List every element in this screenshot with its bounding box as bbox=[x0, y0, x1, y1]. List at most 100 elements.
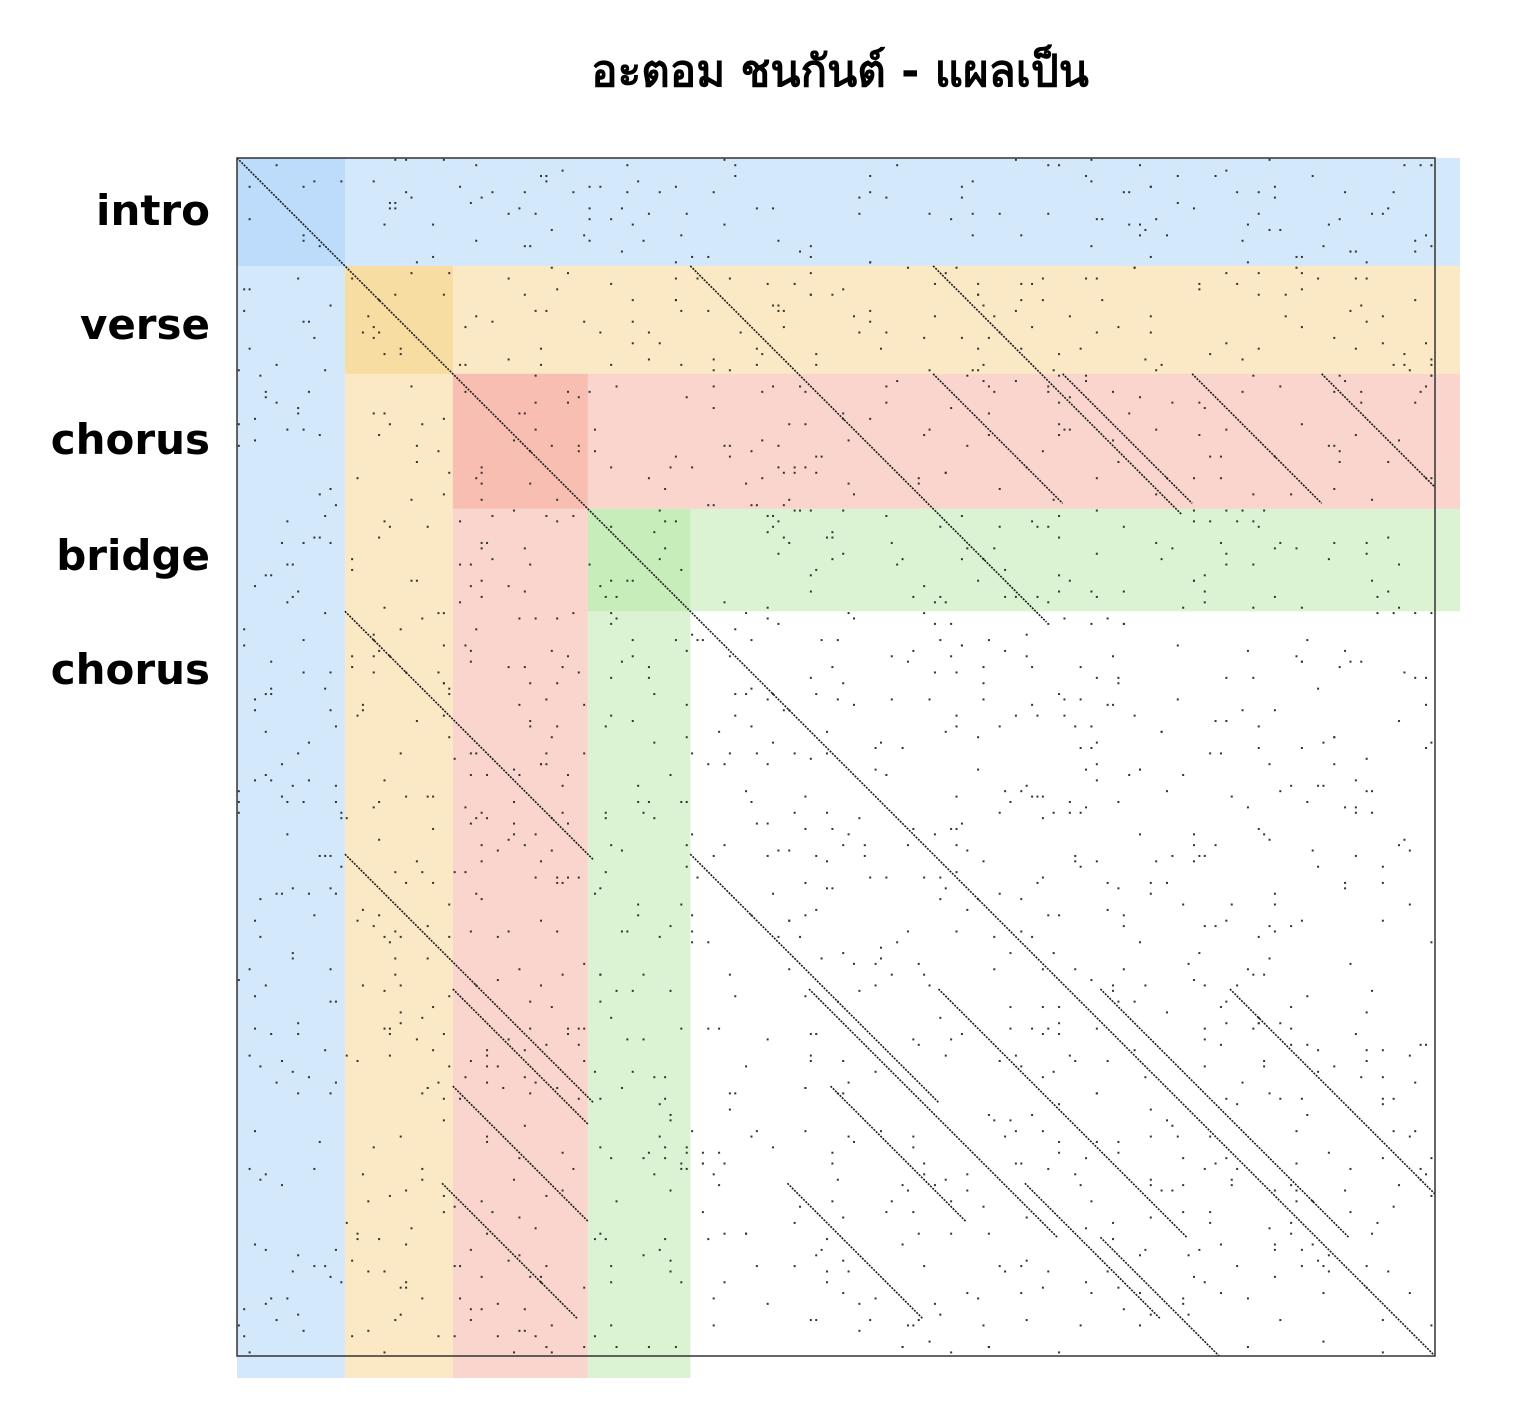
recurrence-point bbox=[863, 844, 866, 847]
recurrence-point bbox=[448, 903, 451, 906]
recurrence-point bbox=[1311, 849, 1314, 852]
recurrence-point bbox=[475, 628, 478, 631]
recurrence-point bbox=[1344, 881, 1347, 884]
section-label-chorus-2: chorus bbox=[50, 645, 210, 694]
recurrence-point bbox=[1268, 957, 1271, 960]
recurrence-point bbox=[1095, 477, 1098, 480]
recurrence-point bbox=[966, 444, 969, 447]
recurrence-point bbox=[1198, 434, 1201, 437]
recurrence-point bbox=[302, 239, 305, 242]
band-row-intro bbox=[237, 158, 1460, 266]
recurrence-point bbox=[1300, 919, 1303, 922]
recurrence-point bbox=[723, 444, 726, 447]
recurrence-point bbox=[691, 914, 694, 917]
recurrence-point bbox=[1128, 773, 1131, 776]
recurrence-point bbox=[469, 1308, 472, 1311]
recurrence-point bbox=[826, 752, 829, 755]
recurrence-point bbox=[1381, 919, 1384, 922]
recurrence-point bbox=[275, 892, 278, 895]
recurrence-point bbox=[647, 676, 650, 679]
recurrence-point bbox=[286, 833, 289, 836]
recurrence-point bbox=[475, 315, 478, 318]
recurrence-point bbox=[1079, 811, 1082, 814]
recurrence-point bbox=[647, 800, 650, 803]
recurrence-point bbox=[329, 1092, 332, 1095]
repetition-diagonal-3 bbox=[932, 373, 1064, 504]
recurrence-point bbox=[1171, 401, 1174, 404]
recurrence-point bbox=[1139, 1324, 1142, 1327]
recurrence-point bbox=[1408, 369, 1411, 372]
recurrence-point bbox=[1079, 698, 1082, 701]
recurrence-point bbox=[550, 849, 553, 852]
recurrence-point bbox=[1068, 1054, 1071, 1057]
recurrence-point bbox=[1117, 1140, 1120, 1143]
recurrence-point bbox=[982, 860, 985, 863]
recurrence-point bbox=[1041, 1006, 1044, 1009]
recurrence-point bbox=[1263, 1065, 1266, 1068]
recurrence-point bbox=[658, 935, 661, 938]
recurrence-point bbox=[631, 342, 634, 345]
recurrence-point bbox=[405, 1243, 408, 1246]
recurrence-point bbox=[1219, 1243, 1222, 1246]
recurrence-point bbox=[901, 1243, 904, 1246]
recurrence-point bbox=[329, 487, 332, 490]
recurrence-point bbox=[1047, 1270, 1050, 1273]
recurrence-point bbox=[540, 347, 543, 350]
recurrence-point bbox=[809, 1319, 812, 1322]
recurrence-point bbox=[610, 1157, 613, 1160]
recurrence-point bbox=[615, 385, 618, 388]
recurrence-point bbox=[1192, 844, 1195, 847]
recurrence-point bbox=[464, 326, 467, 329]
recurrence-point bbox=[248, 1167, 251, 1170]
recurrence-point bbox=[809, 293, 812, 296]
recurrence-point bbox=[297, 590, 300, 593]
recurrence-point bbox=[1020, 299, 1023, 302]
recurrence-point bbox=[1063, 428, 1066, 431]
recurrence-point bbox=[1425, 342, 1428, 345]
recurrence-point bbox=[923, 973, 926, 976]
recurrence-point bbox=[442, 1211, 445, 1214]
recurrence-point bbox=[696, 876, 699, 879]
recurrence-point bbox=[804, 466, 807, 469]
recurrence-point bbox=[777, 622, 780, 625]
recurrence-point bbox=[1176, 174, 1179, 177]
recurrence-point bbox=[523, 666, 526, 669]
recurrence-point bbox=[631, 639, 634, 642]
recurrence-point bbox=[237, 1324, 240, 1327]
recurrence-point bbox=[399, 984, 402, 987]
recurrence-point bbox=[933, 1302, 936, 1305]
recurrence-point bbox=[1025, 784, 1028, 787]
recurrence-point bbox=[712, 407, 715, 410]
recurrence-point bbox=[1063, 698, 1066, 701]
recurrence-point bbox=[906, 1324, 909, 1327]
recurrence-point bbox=[1198, 282, 1201, 285]
recurrence-point bbox=[831, 1151, 834, 1154]
recurrence-point bbox=[1387, 461, 1390, 464]
recurrence-point bbox=[1112, 655, 1115, 658]
recurrence-point bbox=[566, 822, 569, 825]
recurrence-point bbox=[426, 957, 429, 960]
recurrence-point bbox=[1041, 1286, 1044, 1289]
recurrence-point bbox=[664, 1146, 667, 1149]
recurrence-point bbox=[593, 450, 596, 453]
recurrence-point bbox=[1408, 1054, 1411, 1057]
recurrence-point bbox=[1192, 509, 1195, 512]
recurrence-point bbox=[712, 504, 715, 507]
recurrence-point bbox=[561, 973, 564, 976]
recurrence-point bbox=[1112, 1238, 1115, 1241]
recurrence-point bbox=[772, 693, 775, 696]
recurrence-point bbox=[1101, 299, 1104, 302]
recurrence-point bbox=[1360, 304, 1363, 307]
recurrence-point bbox=[766, 854, 769, 857]
recurrence-point bbox=[912, 827, 915, 830]
recurrence-point bbox=[815, 908, 818, 911]
recurrence-point bbox=[610, 1324, 613, 1327]
recurrence-point bbox=[1192, 520, 1195, 523]
recurrence-point bbox=[1036, 714, 1039, 717]
recurrence-point bbox=[1047, 622, 1050, 625]
recurrence-point bbox=[1090, 590, 1093, 593]
section-label-bridge: bridge bbox=[56, 531, 210, 580]
recurrence-point bbox=[507, 277, 510, 280]
recurrence-point bbox=[982, 698, 985, 701]
recurrence-point bbox=[960, 1033, 963, 1036]
